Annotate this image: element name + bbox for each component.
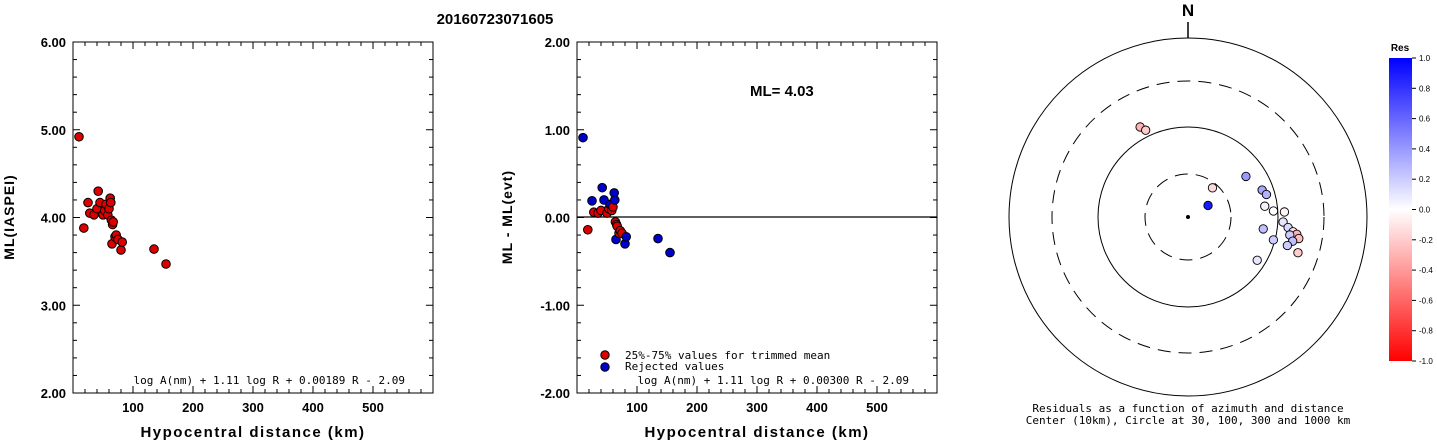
- data-point: [74, 131, 84, 142]
- data-point: [83, 197, 93, 208]
- y-tick-label: 2.00: [41, 386, 66, 401]
- x-axis-label-magnitude: Hypocentral distance (km): [140, 424, 365, 441]
- x-tick-label: 200: [686, 400, 708, 415]
- station-point: [1260, 201, 1270, 211]
- colorbar-tick-label: 0.6: [1419, 115, 1431, 124]
- station-point: [1252, 255, 1262, 265]
- data-point: [583, 224, 593, 235]
- data-point: [621, 232, 632, 242]
- axis-ticks-magnitude: 2.00 3.00 4.00 5.00 6.00 100 200 300 400 500: [41, 35, 433, 415]
- station-point: [1279, 207, 1290, 217]
- data-point: [116, 245, 126, 255]
- formula-magnitude: log A(nm) + 1.11 log R + 0.00189 R - 2.0…: [133, 374, 405, 387]
- ml-annotation: ML= 4.03: [750, 83, 814, 100]
- y-tick-label: 2.00: [545, 35, 570, 50]
- data-point: [653, 233, 663, 244]
- y-axis-label-residual: ML - ML(evt): [499, 170, 515, 264]
- x-tick-label: 100: [122, 400, 144, 415]
- panel-polar: N Residuals as a function of azimuth and…: [1008, 1, 1368, 427]
- points-polar: [1135, 122, 1304, 265]
- ring-300km: [1051, 80, 1325, 354]
- data-point: [665, 247, 675, 258]
- data-point: [610, 195, 620, 205]
- colorbar-ticks: 1.0 0.8 0.6 0.4 0.2 0.0 -0.2 -0.4 -0.6 -0.8 -1.0: [1412, 54, 1433, 366]
- x-tick-label: 300: [746, 400, 768, 415]
- colorbar-tick-label: -0.8: [1419, 327, 1433, 336]
- colorbar-tick-label: -0.6: [1419, 296, 1433, 305]
- y-tick-label: -1.00: [540, 298, 570, 313]
- axis-ticks-residual: -2.00 -1.00 0.00 1.00 2.00 100 200 300 400 500: [540, 35, 937, 415]
- data-point: [106, 197, 116, 208]
- center-dot: [1186, 215, 1190, 219]
- x-tick-label: 500: [362, 400, 384, 415]
- station-point: [1241, 171, 1251, 182]
- y-tick-label: 0.00: [545, 211, 570, 226]
- y-tick-label: -2.00: [540, 386, 570, 401]
- x-tick-label: 300: [242, 400, 264, 415]
- ring-1000km: [1008, 37, 1368, 397]
- colorbar-tick-label: 0.8: [1419, 84, 1431, 93]
- colorbar-tick-label: 1.0: [1419, 54, 1431, 63]
- x-tick-label: 100: [626, 400, 648, 415]
- colorbar-tick-label: -0.2: [1419, 236, 1433, 245]
- station-point: [1258, 224, 1268, 234]
- station-point: [1268, 235, 1279, 245]
- data-point: [93, 186, 103, 196]
- formula-residual: log A(nm) + 1.11 log R + 0.00300 R - 2.0…: [637, 374, 909, 387]
- station-point: [1141, 125, 1151, 135]
- data-point: [108, 217, 118, 227]
- y-tick-label: 6.00: [41, 35, 66, 50]
- data-point: [587, 196, 597, 206]
- x-tick-label: 500: [866, 400, 888, 415]
- x-tick-label: 200: [182, 400, 204, 415]
- colorbar-tick-label: -0.4: [1419, 266, 1433, 275]
- colorbar-tick-label: -1.0: [1419, 357, 1433, 366]
- x-axis-label-residual: Hypocentral distance (km): [644, 424, 869, 441]
- x-tick-label: 400: [806, 400, 828, 415]
- colorbar-tick-label: 0.2: [1419, 175, 1431, 184]
- station-point: [1203, 200, 1213, 211]
- legend-marker-rejected: [600, 362, 610, 372]
- plot-frame-magnitude: [72, 41, 434, 394]
- y-tick-label: 4.00: [41, 211, 66, 226]
- polar-caption-line2: Center (10km), Circle at 30, 100, 300 an…: [1026, 414, 1351, 427]
- ring-100km: [1097, 126, 1279, 308]
- colorbar-gradient: [1389, 58, 1412, 361]
- data-point: [79, 223, 89, 233]
- data-point: [578, 132, 588, 143]
- station-point: [1282, 240, 1293, 251]
- data-point: [597, 182, 608, 193]
- data-point: [149, 244, 159, 254]
- ring-30km: [1144, 173, 1232, 261]
- x-tick-label: 400: [302, 400, 324, 415]
- station-point: [1293, 248, 1303, 258]
- station-point: [1261, 189, 1272, 200]
- data-point: [161, 259, 171, 269]
- points-magnitude: [74, 131, 171, 269]
- y-tick-label: 5.00: [41, 123, 66, 138]
- y-axis-label-magnitude: ML(IASPEI): [1, 174, 17, 259]
- station-point: [1268, 206, 1279, 216]
- legend-label-rejected: Rejected values: [625, 360, 724, 373]
- polar-caption-line1: Residuals as a function of azimuth and d…: [1032, 402, 1343, 415]
- y-tick-label: 1.00: [545, 123, 570, 138]
- north-label: N: [1182, 1, 1194, 20]
- colorbar-title: Res: [1391, 43, 1410, 54]
- colorbar-tick-label: 0.0: [1419, 206, 1431, 215]
- legend-label-trimmed: 25%-75% values for trimmed mean: [625, 349, 830, 362]
- colorbar-tick-label: 0.4: [1419, 145, 1431, 154]
- y-tick-label: 3.00: [41, 298, 66, 313]
- panel-magnitude: 2.00 3.00 4.00 5.00 6.00 100 200 300 400 500 log …: [1, 35, 434, 441]
- colorbar: Res 1.0 0.8 0.6 0.4 0.2 0.0 -0.2 -0.4 -0.6 -0.8 -1…: [1389, 43, 1433, 366]
- points-residual: [578, 132, 675, 258]
- figure-title: 20160723071605: [437, 11, 554, 28]
- legend-marker-trimmed: [600, 350, 610, 360]
- station-point: [1207, 183, 1218, 193]
- panel-residual: -2.00 -1.00 0.00 1.00 2.00 100 200 300 400 500 ML…: [499, 35, 938, 441]
- data-point: [117, 237, 127, 247]
